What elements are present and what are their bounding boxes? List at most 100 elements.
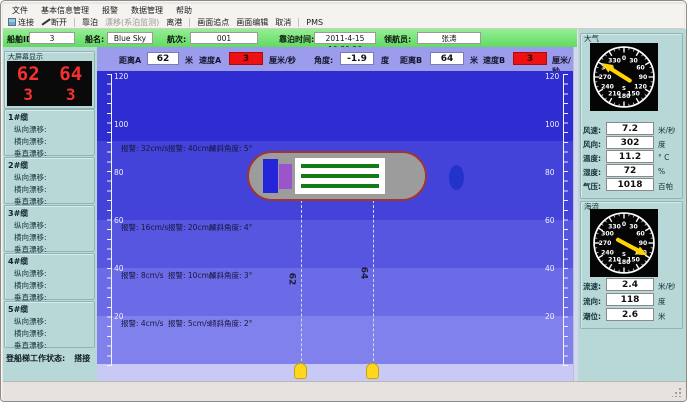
chart-band: [97, 71, 573, 141]
svg-text:270: 270: [599, 240, 612, 247]
svg-text:300: 300: [601, 231, 614, 238]
menu-data-mgmt[interactable]: 数据管理: [131, 5, 163, 15]
ladder-status-value: 搭接: [74, 354, 91, 363]
cable-group-2: 2#缆 纵向漂移: 横向漂移: 垂直漂移:: [4, 157, 95, 206]
cable-5-title: 5#缆: [8, 305, 29, 314]
svg-text:150: 150: [627, 257, 640, 264]
ship-name-label: 船名:: [85, 35, 105, 44]
vertical-drift-label: 垂直漂移:: [14, 244, 47, 254]
longitudinal-drift-label: 纵向漂移:: [14, 221, 47, 230]
current-dir-label: 流向:: [583, 297, 601, 306]
chart-band: [97, 268, 573, 316]
y-tick-label: 20: [545, 312, 555, 321]
deck-stripe: [301, 164, 379, 168]
ship-id-label: 船舶ID:: [7, 35, 36, 44]
ship-id-field[interactable]: 3: [29, 31, 75, 44]
y-tick-label: 120: [114, 72, 129, 81]
menu-help[interactable]: 帮助: [176, 5, 192, 15]
toolbar-separator: [189, 17, 191, 27]
current-speed-label: 流速:: [583, 282, 601, 291]
angle-value: -1.9: [340, 52, 374, 65]
svg-text:120: 120: [634, 84, 647, 91]
ship-info-bar: 船舶ID: 3 船名: Blue Sky 航次: 001 靠泊时间: 2011-…: [3, 29, 577, 54]
wind-speed-unit: 米/秒: [658, 126, 676, 135]
disconnect-button[interactable]: 断开: [41, 17, 67, 28]
svg-text:90: 90: [639, 74, 648, 81]
svg-text:30: 30: [629, 224, 638, 231]
y-tick-label: 80: [545, 168, 555, 177]
ship-bow-structure: [449, 165, 464, 190]
longitudinal-drift-label: 纵向漂移:: [14, 269, 47, 278]
deck-stripe: [301, 184, 379, 188]
ship-deck: [295, 158, 385, 194]
vertical-scrollbar[interactable]: [573, 47, 578, 381]
y-axis-right: [563, 74, 564, 366]
svg-text:60: 60: [636, 65, 645, 72]
svg-text:180: 180: [618, 259, 631, 266]
svg-text:150: 150: [627, 91, 640, 98]
cable-4-title: 4#缆: [8, 257, 29, 266]
alarm-speed-b: 报警: 20cm/s: [168, 223, 216, 232]
cable-3-title: 3#缆: [8, 209, 29, 218]
connect-icon: [8, 18, 16, 26]
pressure-value: 1018: [606, 178, 654, 191]
wind-dir-unit: 度: [658, 140, 666, 149]
weather-panel: 大气: [580, 33, 683, 199]
svg-text:330: 330: [608, 224, 621, 231]
current-speed-value: 2.4: [606, 278, 654, 291]
distance-b-label: 距离B: [400, 56, 423, 65]
alarm-tilt: 倾斜角度: 5°: [209, 144, 253, 153]
screen-track-button[interactable]: 画面追点: [197, 17, 230, 27]
y-tick-label: 60: [114, 216, 124, 225]
status-bar: [3, 381, 686, 401]
connect-button[interactable]: 连接: [8, 17, 34, 28]
voyage-field[interactable]: 001: [190, 31, 258, 44]
alarm-speed-b: 报警: 10cm/s: [168, 271, 216, 280]
menu-alarm[interactable]: 报警: [102, 5, 118, 15]
tide-level-label: 潮位:: [583, 312, 601, 321]
sea-current-panel: 海流: [580, 201, 683, 329]
led-distance-a: 62: [16, 62, 40, 85]
screen-edit-button[interactable]: 画面编辑: [236, 17, 269, 27]
ship-superstructure: [279, 164, 292, 189]
y-tick-label: 40: [114, 264, 124, 273]
depart-button[interactable]: 离港: [166, 17, 183, 27]
disconnect-icon: [41, 18, 49, 26]
cancel-button[interactable]: 取消: [275, 17, 292, 27]
led-speed-a: 3: [23, 84, 34, 104]
cable-group-3: 3#缆 纵向漂移: 横向漂移: 垂直漂移:: [4, 205, 95, 254]
disconnect-label: 断开: [51, 17, 67, 27]
berth-time-field[interactable]: 2011-4-15 10:30:36: [314, 31, 376, 54]
svg-text:180: 180: [618, 93, 631, 100]
wind-dir-label: 风向:: [583, 140, 601, 149]
longitudinal-drift-label: 纵向漂移:: [14, 125, 47, 134]
menu-basic-info[interactable]: 基本信息管理: [41, 5, 89, 15]
svg-text:330: 330: [608, 58, 621, 65]
longitudinal-drift-label: 纵向漂移:: [14, 317, 47, 326]
resize-grip-icon[interactable]: [672, 387, 682, 397]
berth-button[interactable]: 靠泊: [82, 17, 98, 27]
temperature-unit: ° C: [658, 153, 670, 162]
humidity-value: 72: [606, 164, 654, 177]
alarm-speed-a: 报警: 8cm/s: [121, 271, 164, 280]
y-tick-label: 100: [545, 120, 560, 129]
svg-text:90: 90: [639, 240, 648, 247]
lateral-drift-label: 横向漂移:: [14, 184, 47, 194]
ship-name-field[interactable]: Blue Sky: [107, 31, 153, 44]
deck-stripe: [301, 174, 379, 178]
pms-button[interactable]: PMS: [306, 17, 324, 27]
pilot-field[interactable]: 张涛: [417, 31, 481, 44]
ladder-status-label: 登船梯工作状态:: [6, 354, 66, 363]
big-display-panel: 大屏幕显示 62 64 3 3: [4, 51, 95, 109]
speed-b-label: 速度B: [483, 56, 506, 65]
speed-a-value: 3: [229, 52, 263, 65]
voyage-label: 航次:: [167, 35, 187, 44]
current-dir-unit: 度: [658, 297, 666, 306]
cable-1-title: 1#缆: [8, 113, 29, 122]
vertical-drift-label: 垂直漂移:: [14, 292, 47, 302]
y-tick-label: 120: [545, 72, 560, 81]
cable-group-1: 1#缆 纵向漂移: 横向漂移: 垂直漂移:: [4, 109, 95, 158]
svg-text:S: S: [622, 86, 626, 92]
menu-file[interactable]: 文件: [12, 5, 28, 15]
svg-text:0: 0: [622, 55, 626, 62]
